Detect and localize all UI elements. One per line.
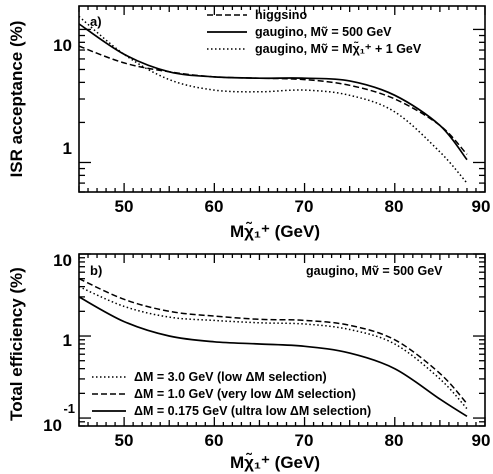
panel-a-x-tick-label-80: 80 — [385, 197, 404, 216]
series-line-3 — [79, 15, 468, 184]
legend-label-1: ΔM = 3.0 GeV (low ΔM selection) — [134, 370, 327, 384]
panel-b-y-tick-label-1: 1 — [63, 331, 72, 350]
series-line-1 — [79, 285, 468, 410]
panel-b-y-axis-title: Total efficiency (%) — [7, 267, 26, 421]
series-line-3 — [79, 296, 468, 418]
panel-b: b) gaugino, Mṽ = 500 GeV 10 1 10 -1 50 6… — [7, 251, 490, 472]
panel-a-x-tick-label-70: 70 — [295, 197, 314, 216]
legend-label-2: gaugino, Mṽ = 500 GeV — [255, 25, 392, 39]
panel-a-x-axis-title: Mχ̃₁⁺ (GeV) — [230, 221, 320, 241]
panel-b-legend: ΔM = 3.0 GeV (low ΔM selection) ΔM = 1.0 … — [92, 370, 371, 418]
series-line-1 — [79, 45, 468, 155]
panel-a-label: a) — [90, 14, 102, 29]
panel-b-ticks — [78, 253, 486, 427]
panel-a-legend: higgsino gaugino, Mṽ = 500 GeV gaugino, Mṽ… — [207, 8, 422, 56]
panel-b-curves — [79, 278, 468, 418]
panel-a: a) 10 1 50 60 70 80 90 ISR acceptance (%… — [7, 5, 491, 241]
panel-b-y-tick-label-10-base: 10 — [43, 416, 62, 435]
panel-a-curves — [79, 15, 468, 184]
panel-a-x-tick-label-50: 50 — [115, 197, 134, 216]
panel-b-y-tick-label-10: 10 — [53, 251, 72, 270]
panel-b-x-tick-label-80: 80 — [385, 431, 404, 450]
series-line-2 — [79, 278, 468, 405]
panel-a-y-tick-label-10: 10 — [53, 36, 72, 55]
panel-b-annotation: gaugino, Mṽ = 500 GeV — [306, 264, 443, 278]
legend-label-2: ΔM = 1.0 GeV (very low ΔM selection) — [134, 387, 356, 401]
panel-a-y-axis-title: ISR acceptance (%) — [7, 21, 26, 178]
panel-b-x-tick-label-50: 50 — [115, 431, 134, 450]
panel-b-x-tick-label-60: 60 — [205, 431, 224, 450]
panel-a-x-tick-label-90: 90 — [472, 197, 491, 216]
panel-a-x-tick-label-60: 60 — [205, 197, 224, 216]
panel-b-y-tick-label-exponent: -1 — [63, 401, 75, 416]
panel-a-y-tick-label-1: 1 — [63, 139, 72, 158]
legend-label-1: higgsino — [255, 8, 307, 22]
panel-b-x-tick-label-70: 70 — [295, 431, 314, 450]
series-line-2 — [79, 23, 468, 161]
panel-b-x-axis-title: Mχ̃₁⁺ (GeV) — [230, 452, 320, 472]
legend-label-3: gaugino, Mṽ = Mχ̃₁⁺ + 1 GeV — [255, 41, 422, 56]
panel-a-ticks — [78, 6, 486, 193]
panel-b-label: b) — [90, 263, 102, 278]
panel-b-x-tick-label-90: 90 — [472, 431, 491, 450]
legend-label-3: ΔM = 0.175 GeV (ultra low ΔM selection) — [134, 404, 371, 418]
